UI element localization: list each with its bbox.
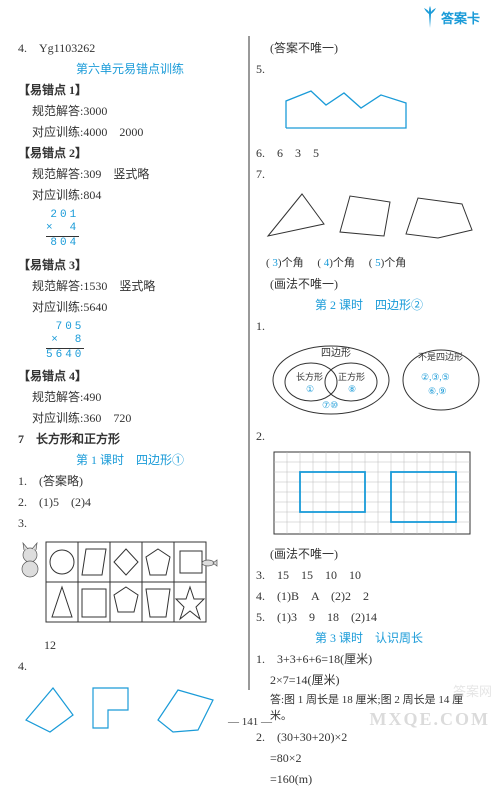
mult-r3: 804 — [46, 237, 79, 250]
err1-a: 规范解答:3000 — [18, 102, 242, 120]
l1-q1: 1. (答案略) — [18, 472, 242, 490]
header-title: 答案卡 — [441, 8, 480, 27]
err3-b: 对应训练:5640 — [18, 298, 242, 316]
svg-text:长方形: 长方形 — [296, 371, 323, 382]
mult-r2b: × 8 — [46, 334, 84, 349]
l2-q1: 1. — [256, 317, 482, 335]
svg-text:⑦⑩: ⑦⑩ — [322, 400, 338, 410]
svg-text:⑥,⑨: ⑥,⑨ — [428, 386, 446, 396]
page-content: 4. Yg1103262 第六单元易错点训练 【易错点 1】 规范解答:3000… — [0, 0, 500, 690]
l3-p1a: 1. 3+3+6+6=18(厘米) — [256, 650, 482, 668]
angle-shapes — [262, 188, 482, 246]
q7: 7. — [256, 165, 482, 183]
item-4: 4. Yg1103262 — [18, 39, 242, 57]
l1-q2: 2. (1)5 (2)4 — [18, 493, 242, 511]
err4-b: 对应训练:360 720 — [18, 409, 242, 427]
l2-q4: 4. (1)B A (2)2 2 — [256, 587, 482, 605]
q5-label: 5. — [256, 60, 482, 78]
right-column: (答案不唯一) 5. 6. 6 3 5 7. ( 3)个角 ( 4)个角 ( 5… — [250, 36, 488, 690]
page-number: — 141 — — [228, 716, 272, 728]
mult-r1: 201 — [46, 209, 79, 222]
lesson3-title: 第 3 课时 认识周长 — [256, 629, 482, 647]
svg-text:⑧: ⑧ — [348, 384, 356, 394]
svg-text:正方形: 正方形 — [338, 371, 365, 382]
svg-text:四边形: 四边形 — [321, 347, 351, 359]
left-column: 4. Yg1103262 第六单元易错点训练 【易错点 1】 规范解答:3000… — [12, 36, 250, 690]
svg-text:①: ① — [306, 384, 314, 394]
l1-q4: 4. — [18, 657, 242, 675]
palm-icon — [420, 4, 440, 28]
err4-a: 规范解答:490 — [18, 388, 242, 406]
l2-q3: 3. 15 15 10 10 — [256, 566, 482, 584]
angle-answers: ( 3)个角 ( 4)个角 ( 5)个角 — [256, 255, 482, 272]
l3-p2b: =80×2 — [256, 749, 482, 767]
err3-head: 【易错点 3】 — [18, 256, 242, 274]
mult-r2: × 4 — [46, 222, 79, 237]
svg-text:②,③,⑤: ②,③,⑤ — [421, 372, 450, 382]
err2-head: 【易错点 2】 — [18, 144, 242, 162]
l3-p1b: 2×7=14(厘米) — [256, 671, 482, 689]
watermark-small: 答案网 — [453, 681, 492, 700]
sec7-title: 7 长方形和正方形 — [18, 430, 242, 448]
lesson2-title: 第 2 课时 四边形② — [256, 296, 482, 314]
note-5: (答案不唯一) — [256, 39, 482, 57]
venn-diagram: 四边形 长方形 ① 正方形 ⑧ ⑦⑩ 不是四边形 ②,③,⑤ ⑥,⑨ — [266, 340, 486, 418]
mult-201x4: 201 × 4 804 — [46, 209, 79, 251]
err1-b: 对应训练:4000 2000 — [18, 123, 242, 141]
err2-a: 规范解答:309 竖式略 — [18, 165, 242, 183]
suf2: )个角 — [329, 257, 355, 269]
mult-705x8: 705 × 8 5640 — [46, 321, 84, 363]
l2-q5: 5. (1)3 9 18 (2)14 — [256, 608, 482, 626]
suf3: )个角 — [381, 257, 407, 269]
l1-q3: 3. — [18, 514, 242, 532]
watermark: MXQE.COM — [370, 709, 490, 730]
err4-head: 【易错点 4】 — [18, 367, 242, 385]
grid-rects — [272, 450, 472, 536]
l3-p2a: 2. (30+30+20)×2 — [256, 728, 482, 746]
mult-r1b: 705 — [46, 321, 84, 334]
l3-p2c: =160(m) — [256, 770, 482, 788]
drawnote: (画法不唯一) — [256, 275, 482, 293]
suf1: )个角 — [278, 257, 304, 269]
err1-head: 【易错点 1】 — [18, 81, 242, 99]
l2-q2: 2. — [256, 427, 482, 445]
unit6-title: 第六单元易错点训练 — [18, 60, 242, 78]
err3-a: 规范解答:1530 竖式略 — [18, 277, 242, 295]
svg-text:不是四边形: 不是四边形 — [418, 351, 463, 362]
lesson1-title: 第 1 课时 四边形① — [18, 451, 242, 469]
q5-shape — [276, 83, 416, 135]
q6: 6. 6 3 5 — [256, 144, 482, 162]
err2-b: 对应训练:804 — [18, 186, 242, 204]
drawnote2: (画法不唯一) — [256, 545, 482, 563]
shapes-grid — [18, 537, 218, 627]
angle-shapes-left — [18, 680, 228, 736]
l1-q3-ans: 12 — [18, 636, 242, 654]
mult-r3b: 5640 — [46, 349, 84, 362]
